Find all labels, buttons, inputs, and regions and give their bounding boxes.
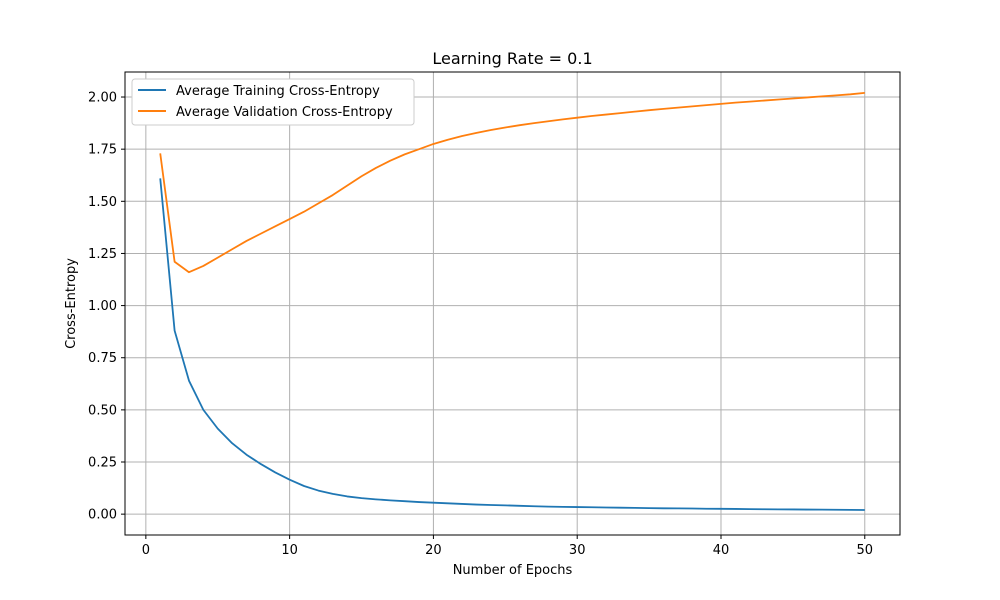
- y-tick-label: 1.50: [88, 195, 117, 210]
- x-tick-label: 20: [425, 543, 442, 558]
- plot-frame: [124, 71, 901, 536]
- y-tick-label: 0.50: [88, 403, 117, 418]
- series-lines: [159, 91, 865, 511]
- y-tick-label: 0.75: [88, 351, 117, 366]
- y-tick-label: 0.25: [88, 456, 117, 471]
- y-tick-label: 1.25: [88, 247, 117, 262]
- x-tick-label: 50: [856, 543, 873, 558]
- x-tick-label: 40: [713, 543, 730, 558]
- y-tick-label: 1.75: [88, 143, 117, 158]
- grid: [125, 72, 900, 535]
- chart-title: Learning Rate = 0.1: [432, 49, 592, 68]
- legend-label-training: Average Training Cross-Entropy: [176, 84, 380, 99]
- x-tick-label: 0: [142, 543, 150, 558]
- y-axis-label: Cross-Entropy: [64, 258, 79, 349]
- y-tick-label: 1.00: [88, 299, 117, 314]
- series-line-training: [159, 178, 865, 511]
- y-tick-label: 0.00: [88, 508, 117, 523]
- x-tick-label: 30: [569, 543, 586, 558]
- x-axis-label: Number of Epochs: [453, 563, 573, 578]
- series-line-validation: [159, 91, 865, 274]
- legend-box: [131, 78, 415, 126]
- x-tick-label: 10: [281, 543, 298, 558]
- y-tick-label: 2.00: [88, 91, 117, 106]
- legend: Average Training Cross-Entropy Average V…: [131, 78, 415, 126]
- axis-ticks: 0 10 20 30 40 50 0.00 0.25 0.50 0.75 1.00 1.25 1.50 1…: [88, 91, 873, 558]
- legend-label-validation: Average Validation Cross-Entropy: [176, 105, 393, 120]
